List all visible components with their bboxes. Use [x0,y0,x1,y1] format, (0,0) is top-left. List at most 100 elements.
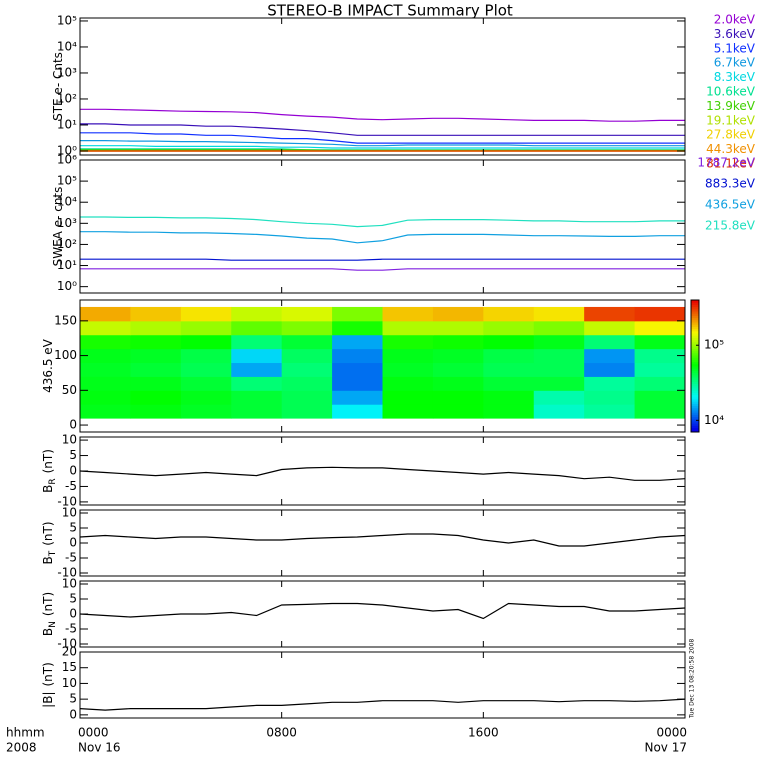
heatmap-cell [281,362,333,377]
heatmap-cell [332,348,383,364]
heatmap-cell [533,334,585,350]
y-tick-label: 0 [69,418,77,432]
colorbar-segment [691,403,699,407]
heatmap-cell [432,320,484,336]
y-axis-label-subscript: R [48,478,58,484]
heatmap-cell [281,390,333,405]
heatmap-cell [231,390,283,405]
y-tick-label: 10 [62,676,77,690]
heatmap-cell [281,306,333,322]
heatmap-cell [332,404,383,419]
colorbar-tick-label: 10⁴ [704,413,724,427]
heatmap-cell [332,390,383,405]
legend-entry: 27.8keV [706,128,756,142]
y-tick-label: 10¹ [57,258,77,272]
data-line [80,216,685,228]
data-line [79,602,686,620]
colorbar-segment [691,396,699,400]
heatmap-cell [483,306,535,322]
data-line [80,140,685,147]
heatmap-cell [130,306,182,322]
legend-entry: 13.9keV [706,99,756,113]
heatmap-cell [483,348,535,364]
colorbar-segment [691,399,699,402]
heatmap-cell [584,306,636,322]
heatmap-cell [80,376,131,391]
heatmap-cell [80,404,131,419]
heatmap-cell [584,320,636,336]
heatmap-cell [584,376,636,391]
heatmap-cell [634,404,686,419]
heatmap-cell [432,362,484,377]
heatmap-cell [432,348,484,364]
heatmap-cell [231,348,283,364]
data-line [80,231,685,244]
y-tick-label: -5 [65,551,77,565]
colorbar-segment [691,344,699,347]
y-tick-label: 10⁰ [57,279,77,293]
colorbar-segment [691,401,699,404]
heatmap-cell [634,376,686,391]
legend-entry: 215.8eV [705,219,756,233]
panel-frame [79,651,686,719]
colorbar-segment [691,355,699,358]
y-tick-label: 20 [62,645,77,659]
data-line [80,108,685,122]
data-line [80,268,685,271]
time-unit-label: hhmm [6,726,45,740]
heatmap-cell [382,320,434,336]
colorbar-segment [691,381,699,385]
heatmap-cell [483,390,535,405]
colorbar-segment [691,339,699,343]
panel-frame [79,299,686,433]
heatmap-cell [231,320,283,336]
heatmap-cell [231,404,283,419]
colorbar-segment [691,313,699,316]
colorbar-segment [691,388,699,391]
y-axis-label: BN (nT) [41,592,58,636]
heatmap-cell [231,362,283,377]
y-axis-label-text: B [41,628,55,636]
heatmap-cell [533,390,585,405]
heatmap-cell [180,362,232,377]
y-axis-label-text: 436.5 eV [41,338,55,393]
y-tick-label: 10¹ [57,117,77,131]
heatmap-cell [634,320,686,336]
colorbar-segment [691,427,699,431]
y-tick-label: 10⁴ [57,39,77,53]
y-axis-label: 436.5 eV [41,338,55,393]
heatmap-cell [332,376,383,391]
date-label: Nov 17 [644,741,687,755]
heatmap-cell [180,348,232,364]
timestamp: Tue Dec 13 08:20:58 2008 [689,638,696,719]
panel-frame [79,17,686,156]
data-line [80,123,685,136]
y-tick-label: 50 [62,383,77,397]
y-tick-label: 0 [69,464,77,478]
heatmap-cell [180,306,232,322]
heatmap-cell [130,404,182,419]
colorbar-segment [691,374,699,378]
heatmap-cell [332,334,383,350]
legend-entry: 1787.2eV [697,156,755,170]
heatmap-cell [483,404,535,419]
heatmap-cell [432,404,484,419]
y-axis-label-text: SWEA e- cnts [51,187,65,267]
y-tick-label: 10 [62,433,77,447]
colorbar-segment [691,410,699,413]
heatmap-cell [231,334,283,350]
y-tick-label: -5 [65,622,77,636]
legend-entry: 81.1keV [706,157,756,171]
colorbar-segment [691,394,699,398]
heatmap-cell [332,362,383,377]
y-tick-label: -10 [57,566,77,580]
y-axis-label: SWEA e- cnts [51,187,65,267]
heatmap-cell [281,334,333,350]
heatmap-cell [180,376,232,391]
heatmap-cell [130,362,182,377]
heatmap-cell [584,362,636,377]
colorbar-segment [691,379,699,382]
colorbar-segment [691,423,699,426]
heatmap-cell [432,390,484,405]
heatmap-cell [483,320,535,336]
